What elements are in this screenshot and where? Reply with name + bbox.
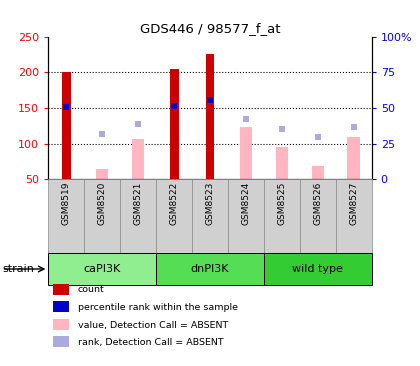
Text: GSM8521: GSM8521 — [134, 182, 143, 225]
Text: GSM8527: GSM8527 — [349, 182, 358, 225]
Text: GSM8525: GSM8525 — [277, 182, 286, 225]
Text: count: count — [78, 285, 105, 294]
FancyBboxPatch shape — [264, 179, 300, 253]
FancyBboxPatch shape — [156, 253, 264, 285]
FancyBboxPatch shape — [336, 179, 372, 253]
Text: rank, Detection Call = ABSENT: rank, Detection Call = ABSENT — [78, 338, 223, 347]
Text: wild type: wild type — [292, 264, 343, 274]
Text: GSM8522: GSM8522 — [170, 182, 178, 225]
Text: GSM8523: GSM8523 — [205, 182, 215, 225]
Text: dnPI3K: dnPI3K — [191, 264, 229, 274]
Text: GSM8526: GSM8526 — [313, 182, 322, 225]
Text: caPI3K: caPI3K — [84, 264, 121, 274]
Bar — [96, 169, 108, 179]
Text: GSM8520: GSM8520 — [98, 182, 107, 225]
FancyBboxPatch shape — [264, 253, 372, 285]
Title: GDS446 / 98577_f_at: GDS446 / 98577_f_at — [140, 22, 280, 36]
Bar — [62, 72, 71, 179]
Text: strain: strain — [2, 264, 34, 274]
Bar — [170, 70, 178, 179]
FancyBboxPatch shape — [228, 179, 264, 253]
FancyBboxPatch shape — [192, 179, 228, 253]
Bar — [205, 54, 215, 179]
FancyBboxPatch shape — [156, 179, 192, 253]
FancyBboxPatch shape — [120, 179, 156, 253]
FancyBboxPatch shape — [48, 253, 156, 285]
Text: value, Detection Call = ABSENT: value, Detection Call = ABSENT — [78, 321, 228, 329]
Bar — [276, 146, 288, 179]
Text: GSM8524: GSM8524 — [241, 182, 250, 225]
FancyBboxPatch shape — [300, 179, 336, 253]
Text: GSM8519: GSM8519 — [62, 182, 71, 225]
FancyBboxPatch shape — [48, 179, 84, 253]
Bar — [132, 139, 144, 179]
Bar — [312, 167, 324, 179]
Text: percentile rank within the sample: percentile rank within the sample — [78, 303, 238, 312]
FancyBboxPatch shape — [84, 179, 120, 253]
Bar — [347, 137, 360, 179]
Bar — [240, 127, 252, 179]
